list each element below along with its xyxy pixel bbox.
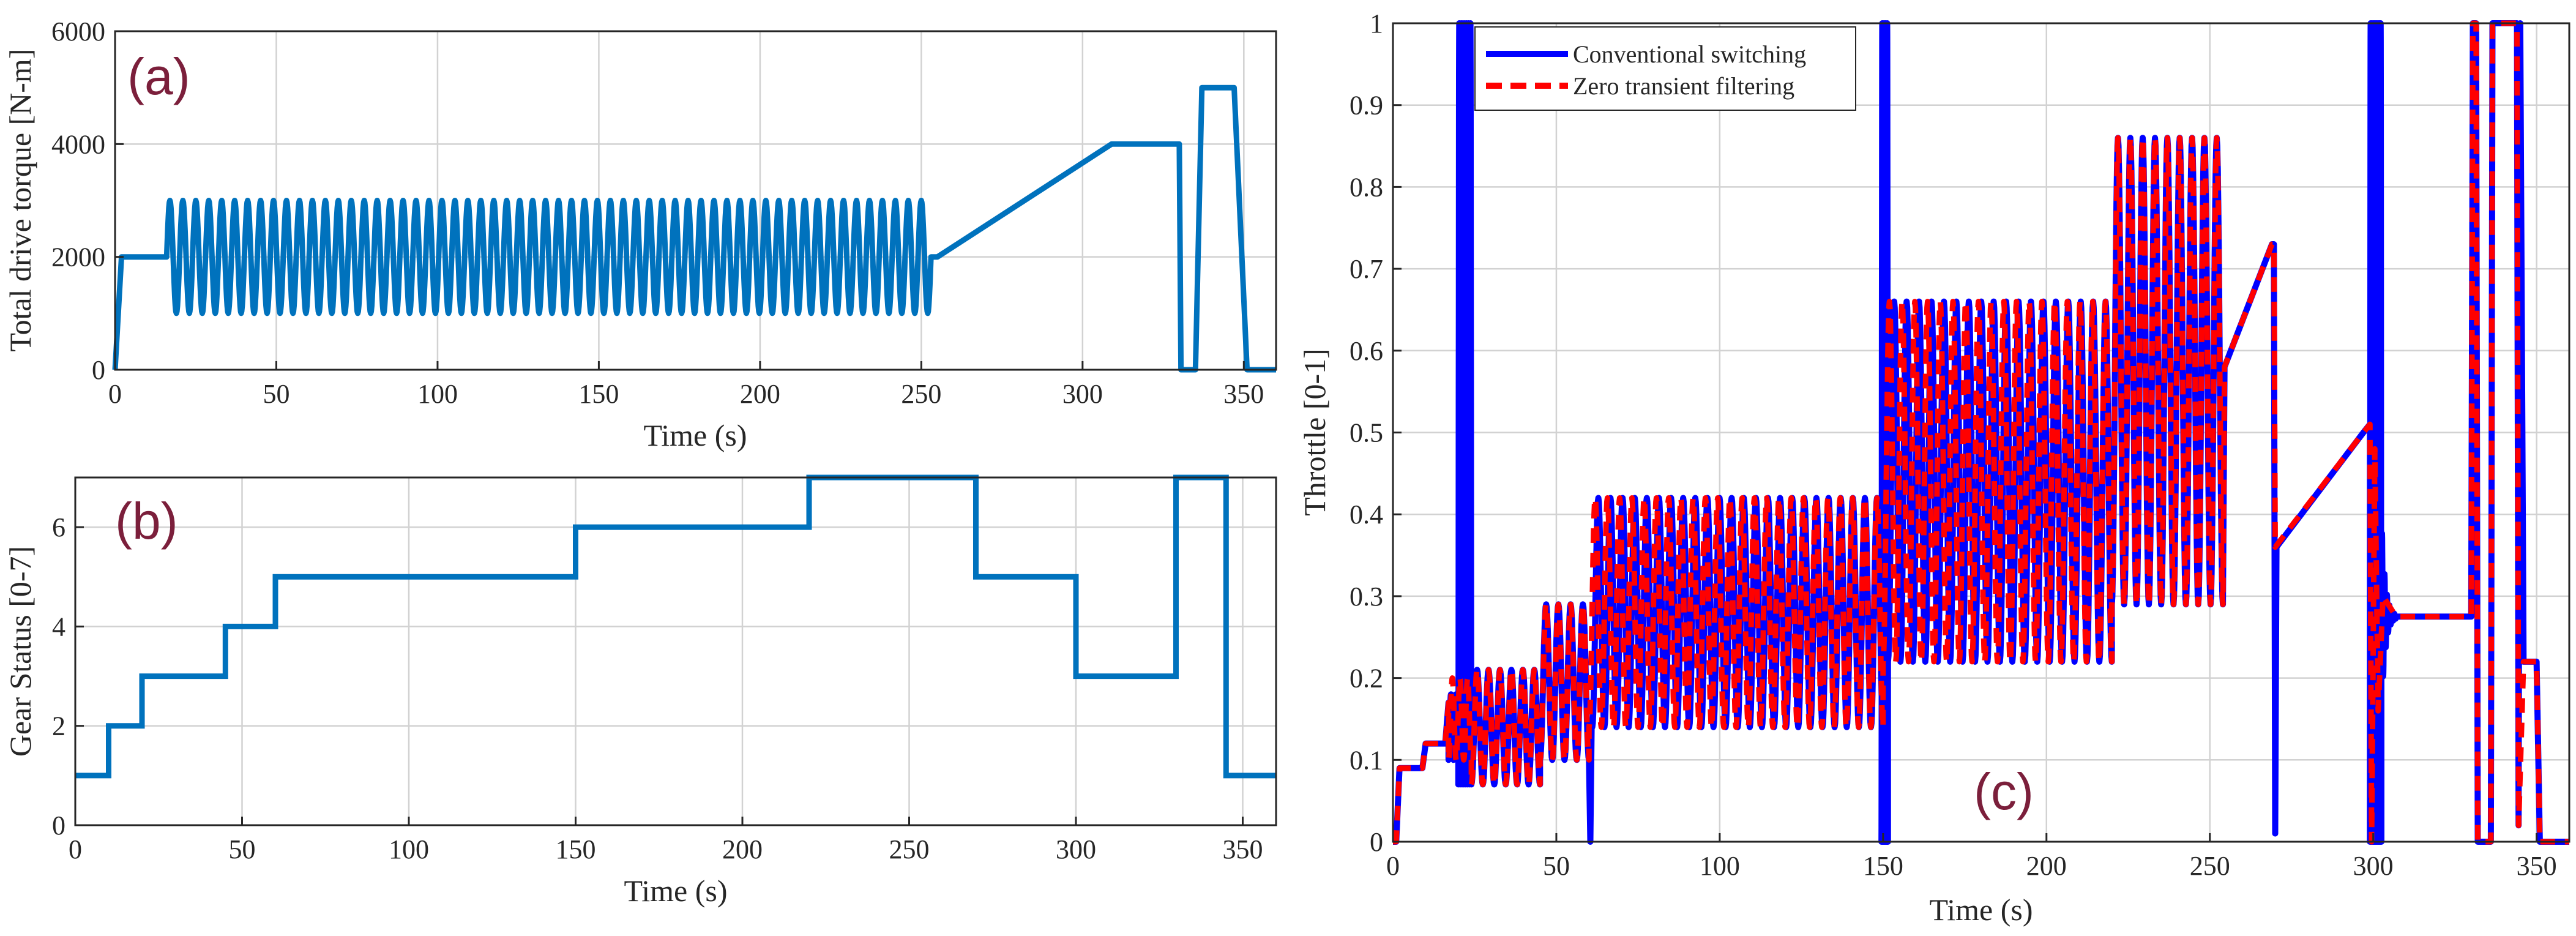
panel-b-gear-chart: 0 50 100 150 200 250 300 350 0 2 4 6 Time (s) Gear… bbox=[3, 474, 1277, 908]
x-tick-label: 300 bbox=[2353, 851, 2394, 881]
y-axis-label: Gear Status [0-7] bbox=[3, 546, 37, 757]
y-tick-label: 0 bbox=[52, 811, 65, 841]
y-tick-label: 0 bbox=[92, 355, 105, 385]
x-tick-label: 100 bbox=[1700, 851, 1740, 881]
legend-entry-zero-transient: Zero transient filtering bbox=[1573, 72, 1794, 100]
y-tick-label: 0.2 bbox=[1350, 664, 1383, 694]
x-tick-label: 350 bbox=[1223, 379, 1264, 409]
y-tick-label: 0.8 bbox=[1350, 172, 1383, 202]
legend-entry-conventional: Conventional switching bbox=[1573, 40, 1806, 68]
x-tick-labels: 0 50 100 150 200 250 300 350 bbox=[108, 361, 1264, 409]
panel-c-throttle-chart: 0 50 100 150 200 250 300 350 0 0.1 0.2 0.3 0.4 0.5 0.… bbox=[1297, 9, 2570, 927]
panel-label: (a) bbox=[127, 48, 190, 105]
data-series bbox=[112, 84, 1276, 373]
x-axis-label: Time (s) bbox=[1929, 893, 2033, 927]
x-tick-label: 350 bbox=[2517, 851, 2557, 881]
data-series bbox=[75, 474, 1276, 779]
y-tick-label: 4 bbox=[52, 612, 65, 642]
y-tick-label: 6000 bbox=[51, 17, 105, 47]
x-tick-label: 300 bbox=[1056, 834, 1096, 864]
x-tick-label: 250 bbox=[889, 834, 930, 864]
y-tick-label: 1 bbox=[1370, 9, 1383, 39]
y-axis-label: Total drive torque [N-m] bbox=[3, 49, 37, 352]
y-tick-label: 0.6 bbox=[1350, 336, 1383, 366]
x-tick-label: 150 bbox=[556, 834, 596, 864]
y-tick-labels: 0 0.1 0.2 0.3 0.4 0.5 0.6 0.7 0.8 0.9 1 bbox=[1350, 9, 1402, 857]
x-tick-label: 0 bbox=[69, 834, 82, 864]
x-tick-label: 150 bbox=[578, 379, 619, 409]
x-tick-label: 200 bbox=[2026, 851, 2067, 881]
x-axis-label: Time (s) bbox=[643, 418, 747, 452]
y-tick-label: 0.4 bbox=[1350, 500, 1383, 530]
panel-label: (b) bbox=[115, 492, 178, 550]
series-line-torque bbox=[112, 84, 1276, 373]
x-tick-label: 0 bbox=[1386, 851, 1400, 881]
plot-frame bbox=[114, 30, 1277, 371]
x-tick-label: 0 bbox=[108, 379, 122, 409]
y-tick-label: 2000 bbox=[51, 242, 105, 272]
y-tick-label: 0.3 bbox=[1350, 582, 1383, 612]
y-axis-label: Throttle [0-1] bbox=[1297, 348, 1332, 516]
legend-box bbox=[1474, 26, 1856, 111]
plot-frame bbox=[74, 476, 1277, 826]
panel-label: (c) bbox=[1974, 763, 2034, 820]
x-tick-label: 350 bbox=[1223, 834, 1263, 864]
y-tick-label: 0.1 bbox=[1350, 745, 1383, 775]
x-tick-label: 200 bbox=[722, 834, 763, 864]
data-series bbox=[1393, 20, 2569, 845]
x-tick-label: 50 bbox=[263, 379, 289, 409]
y-tick-label: 0.7 bbox=[1350, 254, 1383, 284]
x-tick-labels: 0 50 100 150 200 250 300 350 bbox=[1386, 833, 2557, 881]
x-tick-label: 250 bbox=[901, 379, 941, 409]
y-tick-label: 0 bbox=[1370, 827, 1383, 857]
y-tick-label: 0.9 bbox=[1350, 91, 1383, 121]
y-tick-labels: 0 2 4 6 bbox=[52, 512, 84, 841]
x-axis-label: Time (s) bbox=[624, 874, 727, 908]
x-tick-label: 100 bbox=[389, 834, 429, 864]
x-tick-label: 150 bbox=[1863, 851, 1903, 881]
y-tick-labels: 0 2000 4000 6000 bbox=[51, 17, 124, 385]
y-tick-label: 4000 bbox=[51, 129, 105, 159]
x-tick-label: 100 bbox=[417, 379, 458, 409]
y-tick-label: 2 bbox=[52, 711, 65, 741]
x-tick-label: 250 bbox=[2190, 851, 2230, 881]
x-tick-labels: 0 50 100 150 200 250 300 350 bbox=[69, 817, 1263, 864]
series-line-gear bbox=[75, 474, 1276, 779]
y-tick-label: 0.5 bbox=[1350, 418, 1383, 448]
x-tick-label: 200 bbox=[740, 379, 780, 409]
x-tick-label: 50 bbox=[1543, 851, 1570, 881]
panel-a-torque-chart: 0 50 100 150 200 250 300 350 0 2000 4000 6000 Time… bbox=[3, 17, 1277, 452]
legend: Conventional switching Zero transient fi… bbox=[1474, 26, 1856, 111]
x-tick-label: 50 bbox=[229, 834, 256, 864]
y-tick-label: 6 bbox=[52, 512, 65, 542]
series-line-zero-transient bbox=[1393, 20, 2569, 845]
x-tick-label: 300 bbox=[1062, 379, 1103, 409]
